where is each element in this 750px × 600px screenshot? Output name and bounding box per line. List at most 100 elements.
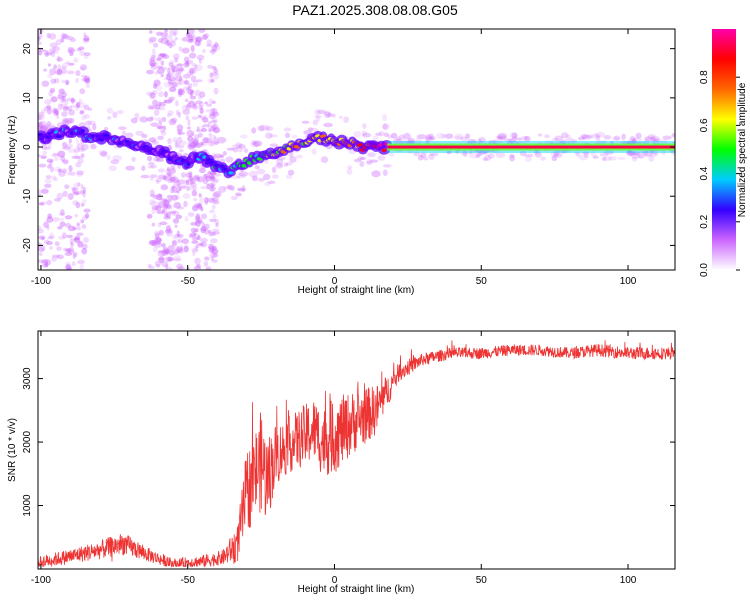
spectrogram-band-blob <box>250 141 260 148</box>
spectrogram-noise-blob <box>163 99 167 104</box>
spectrogram-noise-blob <box>47 73 53 79</box>
spectrogram-noise-blob <box>38 111 45 117</box>
spectrogram-noise-blob <box>80 74 87 78</box>
spectrogram-noise-blob <box>213 122 217 126</box>
spectrogram-band-blob <box>90 143 97 150</box>
spectrogram-band-blob <box>492 139 500 145</box>
spectrogram-band-blob <box>266 126 274 132</box>
spectrogram-noise-blob <box>185 172 193 178</box>
spectrogram-noise-blob <box>210 256 215 262</box>
spectrogram-noise-blob <box>178 89 186 96</box>
spectrogram-noise-blob <box>54 108 59 114</box>
spectrogram-noise-blob <box>63 35 71 40</box>
spectrogram-band-blob <box>211 176 216 182</box>
spectrogram-band-blob <box>537 133 543 137</box>
spectrogram-noise-blob <box>195 217 203 224</box>
spectrogram-noise-blob <box>166 72 174 78</box>
spectrogram-noise-blob <box>199 107 204 114</box>
spectrogram-noise-blob <box>73 252 78 258</box>
spectrogram-band-blob <box>497 136 507 141</box>
spectrogram-band-blob <box>241 185 246 193</box>
spectrogram-band-blob <box>108 165 117 172</box>
spectrogram-noise-blob <box>209 238 218 244</box>
spectrogram-noise-blob <box>56 254 64 260</box>
spectrogram-band-blob <box>150 122 159 127</box>
spectrogram-band-blob <box>116 110 124 115</box>
spectrogram-noise-blob <box>65 264 72 270</box>
spectrogram-noise-blob <box>158 195 163 201</box>
colorbar: 0.0 0.2 0.4 0.6 0.8 Normalized spectral ampl… <box>699 29 748 277</box>
spectrogram-band-blob <box>371 170 381 178</box>
spectrogram-noise-blob <box>160 101 166 107</box>
spectrogram-band-blob <box>314 114 322 119</box>
spectrogram-noise-blob <box>146 91 154 96</box>
spectrogram-noise-blob <box>41 236 45 241</box>
spectrogram-noise-blob <box>158 193 162 198</box>
spectrogram-band-blob <box>276 158 284 165</box>
spectrogram-band-blob <box>425 134 432 140</box>
spectrogram-noise-blob <box>202 34 208 41</box>
spectrogram-noise-blob <box>54 166 62 172</box>
spectrogram-noise-blob <box>70 97 75 104</box>
spectrogram-noise-blob <box>83 35 90 42</box>
spectrogram-noise-blob <box>70 104 76 108</box>
spectrogram-band-blob <box>382 169 388 177</box>
spectrogram-noise-blob <box>210 124 219 130</box>
spectrogram-band-blob <box>454 133 464 141</box>
spectrogram-band-blob <box>607 156 617 161</box>
spectrogram-noise-blob <box>80 184 84 190</box>
spectrogram-noise-blob <box>151 48 156 55</box>
spectrogram-y-tick-label: -10 <box>22 189 33 204</box>
spectrogram-noise-blob <box>174 247 179 254</box>
spectrogram-noise-blob <box>72 226 77 231</box>
spectrogram-band-blob <box>661 149 666 156</box>
spectrogram-band-blob <box>193 143 202 148</box>
spectrogram-noise-blob <box>210 125 216 132</box>
spectrogram-noise-blob <box>154 237 163 243</box>
spectrogram-noise-blob <box>38 189 42 197</box>
spectrogram-noise-blob <box>54 241 60 247</box>
snr-x-ticks: -100 -50 0 50 100 <box>31 331 637 586</box>
spectrogram-noise-blob <box>46 225 50 231</box>
spectrogram-band-blob <box>462 150 468 157</box>
spectrogram-noise-blob <box>62 190 68 197</box>
spectrogram-noise-blob <box>158 120 163 126</box>
spectrogram-ridge-inner <box>381 148 387 153</box>
spectrogram-band-blob <box>595 131 606 138</box>
spectrogram-noise-blob <box>60 155 66 162</box>
spectrogram-band-blob <box>74 104 80 111</box>
spectrogram-band-blob <box>262 173 271 181</box>
spectrogram-noise-blob <box>75 161 82 168</box>
spectrogram-band-blob <box>211 173 221 177</box>
spectrogram-noise-blob <box>181 37 190 42</box>
spectrogram-noise-blob <box>158 257 165 264</box>
spectrogram-noise-blob <box>67 48 76 53</box>
spectrogram-band-blob <box>42 151 48 155</box>
spectrogram-noise-blob <box>155 85 163 91</box>
spectrogram-noise-blob <box>157 67 165 75</box>
spectrogram-band-blob <box>575 151 581 158</box>
spectrogram-noise-blob <box>152 195 160 200</box>
spectrogram-noise-blob <box>177 183 181 188</box>
spectrogram-band-blob <box>429 152 439 156</box>
spectrogram-noise-blob <box>76 170 84 176</box>
spectrogram-band-blob <box>118 126 127 131</box>
spectrogram-band-blob <box>630 151 641 156</box>
spectrogram-band-blob <box>155 178 162 183</box>
snr-y-tick-label: 3000 <box>22 367 33 390</box>
spectrogram-noise-blob <box>40 155 47 159</box>
spectrogram-band-blob <box>659 139 668 145</box>
colorbar-tick-label: 0.0 <box>699 263 710 277</box>
spectrogram-band-blob <box>285 161 293 166</box>
spectrogram-band-blob <box>416 134 427 140</box>
spectrogram-x-tick-label: 50 <box>476 276 488 287</box>
spectrogram-band-blob <box>377 155 386 161</box>
spectrogram-noise-blob <box>208 174 215 180</box>
spectrogram-noise-blob <box>146 117 154 122</box>
spectrogram-band-blob <box>41 144 48 150</box>
spectrogram-noise-blob <box>151 207 156 215</box>
spectrogram-noise-blob <box>193 266 202 270</box>
spectrogram-ridge-inner <box>241 164 247 168</box>
spectrogram-noise-blob <box>148 240 157 245</box>
spectrogram-noise-blob <box>165 264 169 269</box>
